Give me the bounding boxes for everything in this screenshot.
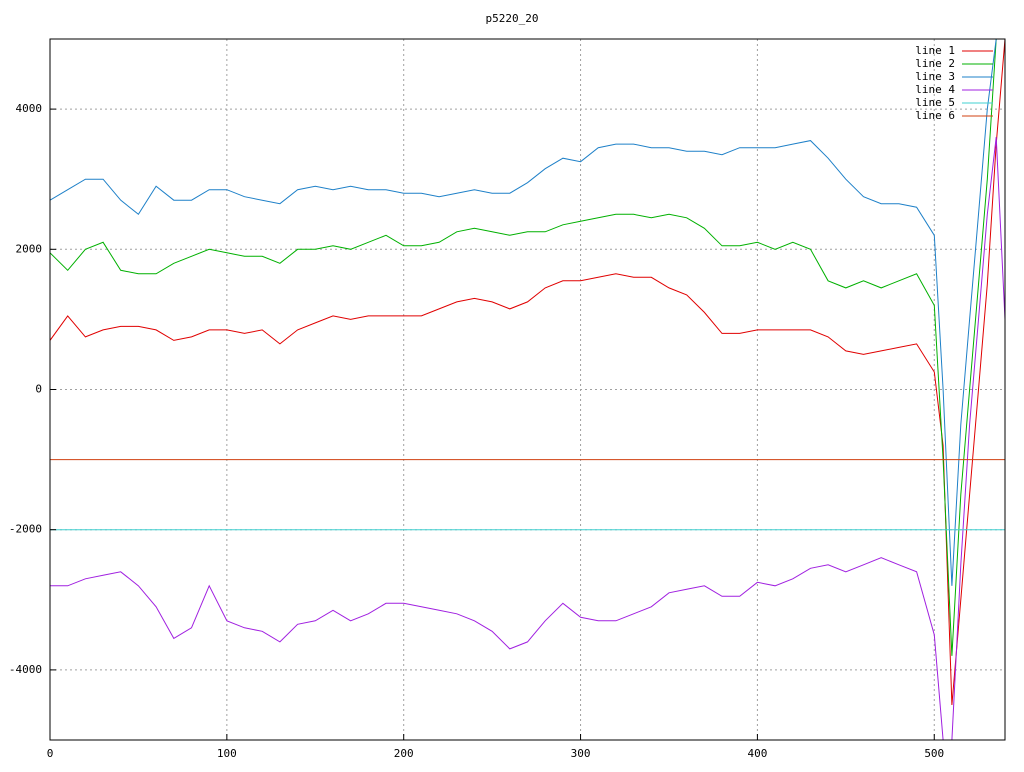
data-line [50, 39, 1005, 656]
y-tick-label: 2000 [16, 242, 43, 255]
x-tick-label: 300 [571, 747, 591, 760]
legend-label: line 3 [915, 70, 955, 83]
x-tick-label: 400 [747, 747, 767, 760]
y-tick-label: -4000 [9, 663, 42, 676]
legend-label: line 4 [915, 83, 955, 96]
data-line [50, 39, 1005, 586]
y-tick-label: -2000 [9, 523, 42, 536]
x-tick-label: 500 [924, 747, 944, 760]
data-line [50, 137, 1005, 740]
y-tick-label: 0 [35, 383, 42, 396]
x-tick-label: 200 [394, 747, 414, 760]
legend-label: line 1 [915, 44, 955, 57]
x-tick-label: 100 [217, 747, 237, 760]
legend-label: line 6 [915, 109, 955, 122]
y-tick-label: 4000 [16, 102, 43, 115]
legend-label: line 5 [915, 96, 955, 109]
legend-label: line 2 [915, 57, 955, 70]
chart-title: p5220_20 [486, 12, 539, 25]
data-line [50, 39, 1005, 706]
x-tick-label: 0 [47, 747, 54, 760]
